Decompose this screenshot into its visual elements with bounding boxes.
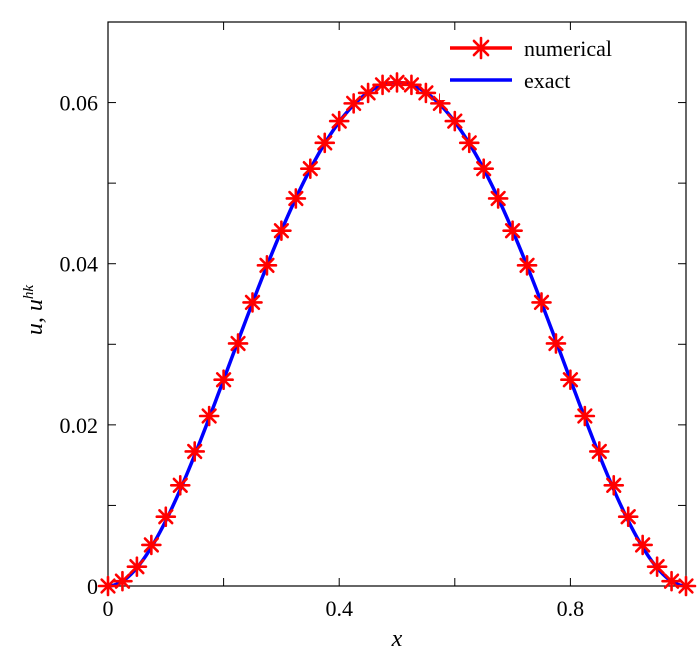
x-axis-label: x bbox=[391, 626, 403, 652]
legend-exact-label: exact bbox=[524, 68, 570, 93]
numerical-point-25 bbox=[458, 132, 480, 154]
numerical-point-26 bbox=[473, 158, 495, 179]
x-tick-labels: 0 0.4 0.8 bbox=[103, 596, 585, 621]
numerical-point-0 bbox=[97, 575, 119, 597]
numerical-point-10 bbox=[242, 292, 263, 313]
y-axis-label-main: u, u bbox=[22, 299, 48, 335]
y-axis-label-superscript: hk bbox=[21, 285, 37, 300]
legend: numerical exact bbox=[440, 30, 678, 100]
axis-ticks bbox=[107, 21, 687, 587]
y-tick-label-1: 0.02 bbox=[60, 413, 99, 438]
numerical-point-35 bbox=[603, 474, 625, 496]
x-tick-label-1: 0.4 bbox=[325, 596, 353, 621]
series-exact bbox=[107, 80, 687, 588]
numerical-point-5 bbox=[169, 474, 191, 496]
y-axis-label: u, uhk bbox=[21, 285, 48, 336]
numerical-point-2 bbox=[126, 556, 148, 577]
numerical-point-17 bbox=[343, 93, 364, 114]
numerical-point-34 bbox=[588, 441, 610, 462]
legend-numerical-label: numerical bbox=[524, 36, 612, 61]
numerical-point-28 bbox=[502, 220, 523, 241]
numerical-point-38 bbox=[646, 556, 668, 577]
numerical-point-36 bbox=[617, 506, 639, 528]
numerical-point-7 bbox=[198, 405, 220, 427]
numerical-point-31 bbox=[545, 333, 567, 354]
legend-box bbox=[440, 30, 678, 100]
legend-numerical-marker bbox=[469, 36, 493, 60]
numerical-point-24 bbox=[444, 110, 466, 132]
legend-numerical-asterisk bbox=[469, 36, 493, 60]
numerical-point-1 bbox=[112, 570, 133, 592]
numerical-point-15 bbox=[314, 132, 336, 154]
numerical-point-39 bbox=[661, 570, 682, 592]
series-numerical bbox=[97, 72, 697, 597]
numerical-point-18 bbox=[357, 82, 379, 104]
numerical-point-37 bbox=[632, 534, 653, 556]
x-tick-label-0: 0 bbox=[103, 596, 114, 621]
numerical-point-16 bbox=[328, 110, 350, 132]
y-tick-label-0: 0 bbox=[87, 574, 98, 599]
plot-frame bbox=[107, 21, 687, 587]
numerical-point-33 bbox=[574, 405, 596, 427]
numerical-point-12 bbox=[271, 220, 292, 241]
numerical-point-20 bbox=[386, 72, 408, 93]
numerical-point-30 bbox=[531, 292, 552, 313]
exact-line bbox=[107, 80, 687, 588]
numerical-point-32 bbox=[560, 369, 581, 391]
y-tick-label-2: 0.04 bbox=[60, 252, 99, 277]
numerical-point-40 bbox=[675, 575, 697, 597]
numerical-point-6 bbox=[184, 441, 205, 462]
numerical-point-14 bbox=[299, 158, 321, 179]
numerical-point-3 bbox=[141, 534, 162, 556]
legend-entry-exact: exact bbox=[450, 68, 570, 93]
numerical-point-29 bbox=[516, 255, 538, 276]
numerical-point-11 bbox=[256, 255, 278, 276]
numerical-point-19 bbox=[372, 74, 393, 96]
x-tick-label-2: 0.8 bbox=[557, 596, 585, 621]
numerical-point-13 bbox=[285, 188, 307, 209]
numerical-point-9 bbox=[227, 333, 249, 354]
numerical-point-21 bbox=[401, 74, 422, 96]
numerical-point-4 bbox=[155, 506, 177, 528]
legend-entry-numerical: numerical bbox=[450, 36, 612, 61]
y-tick-labels: 0 0.02 0.04 0.06 bbox=[60, 91, 99, 599]
numerical-point-22 bbox=[415, 82, 437, 104]
y-tick-label-3: 0.06 bbox=[60, 91, 99, 116]
numerical-point-27 bbox=[487, 188, 509, 209]
numerical-point-8 bbox=[213, 369, 234, 391]
